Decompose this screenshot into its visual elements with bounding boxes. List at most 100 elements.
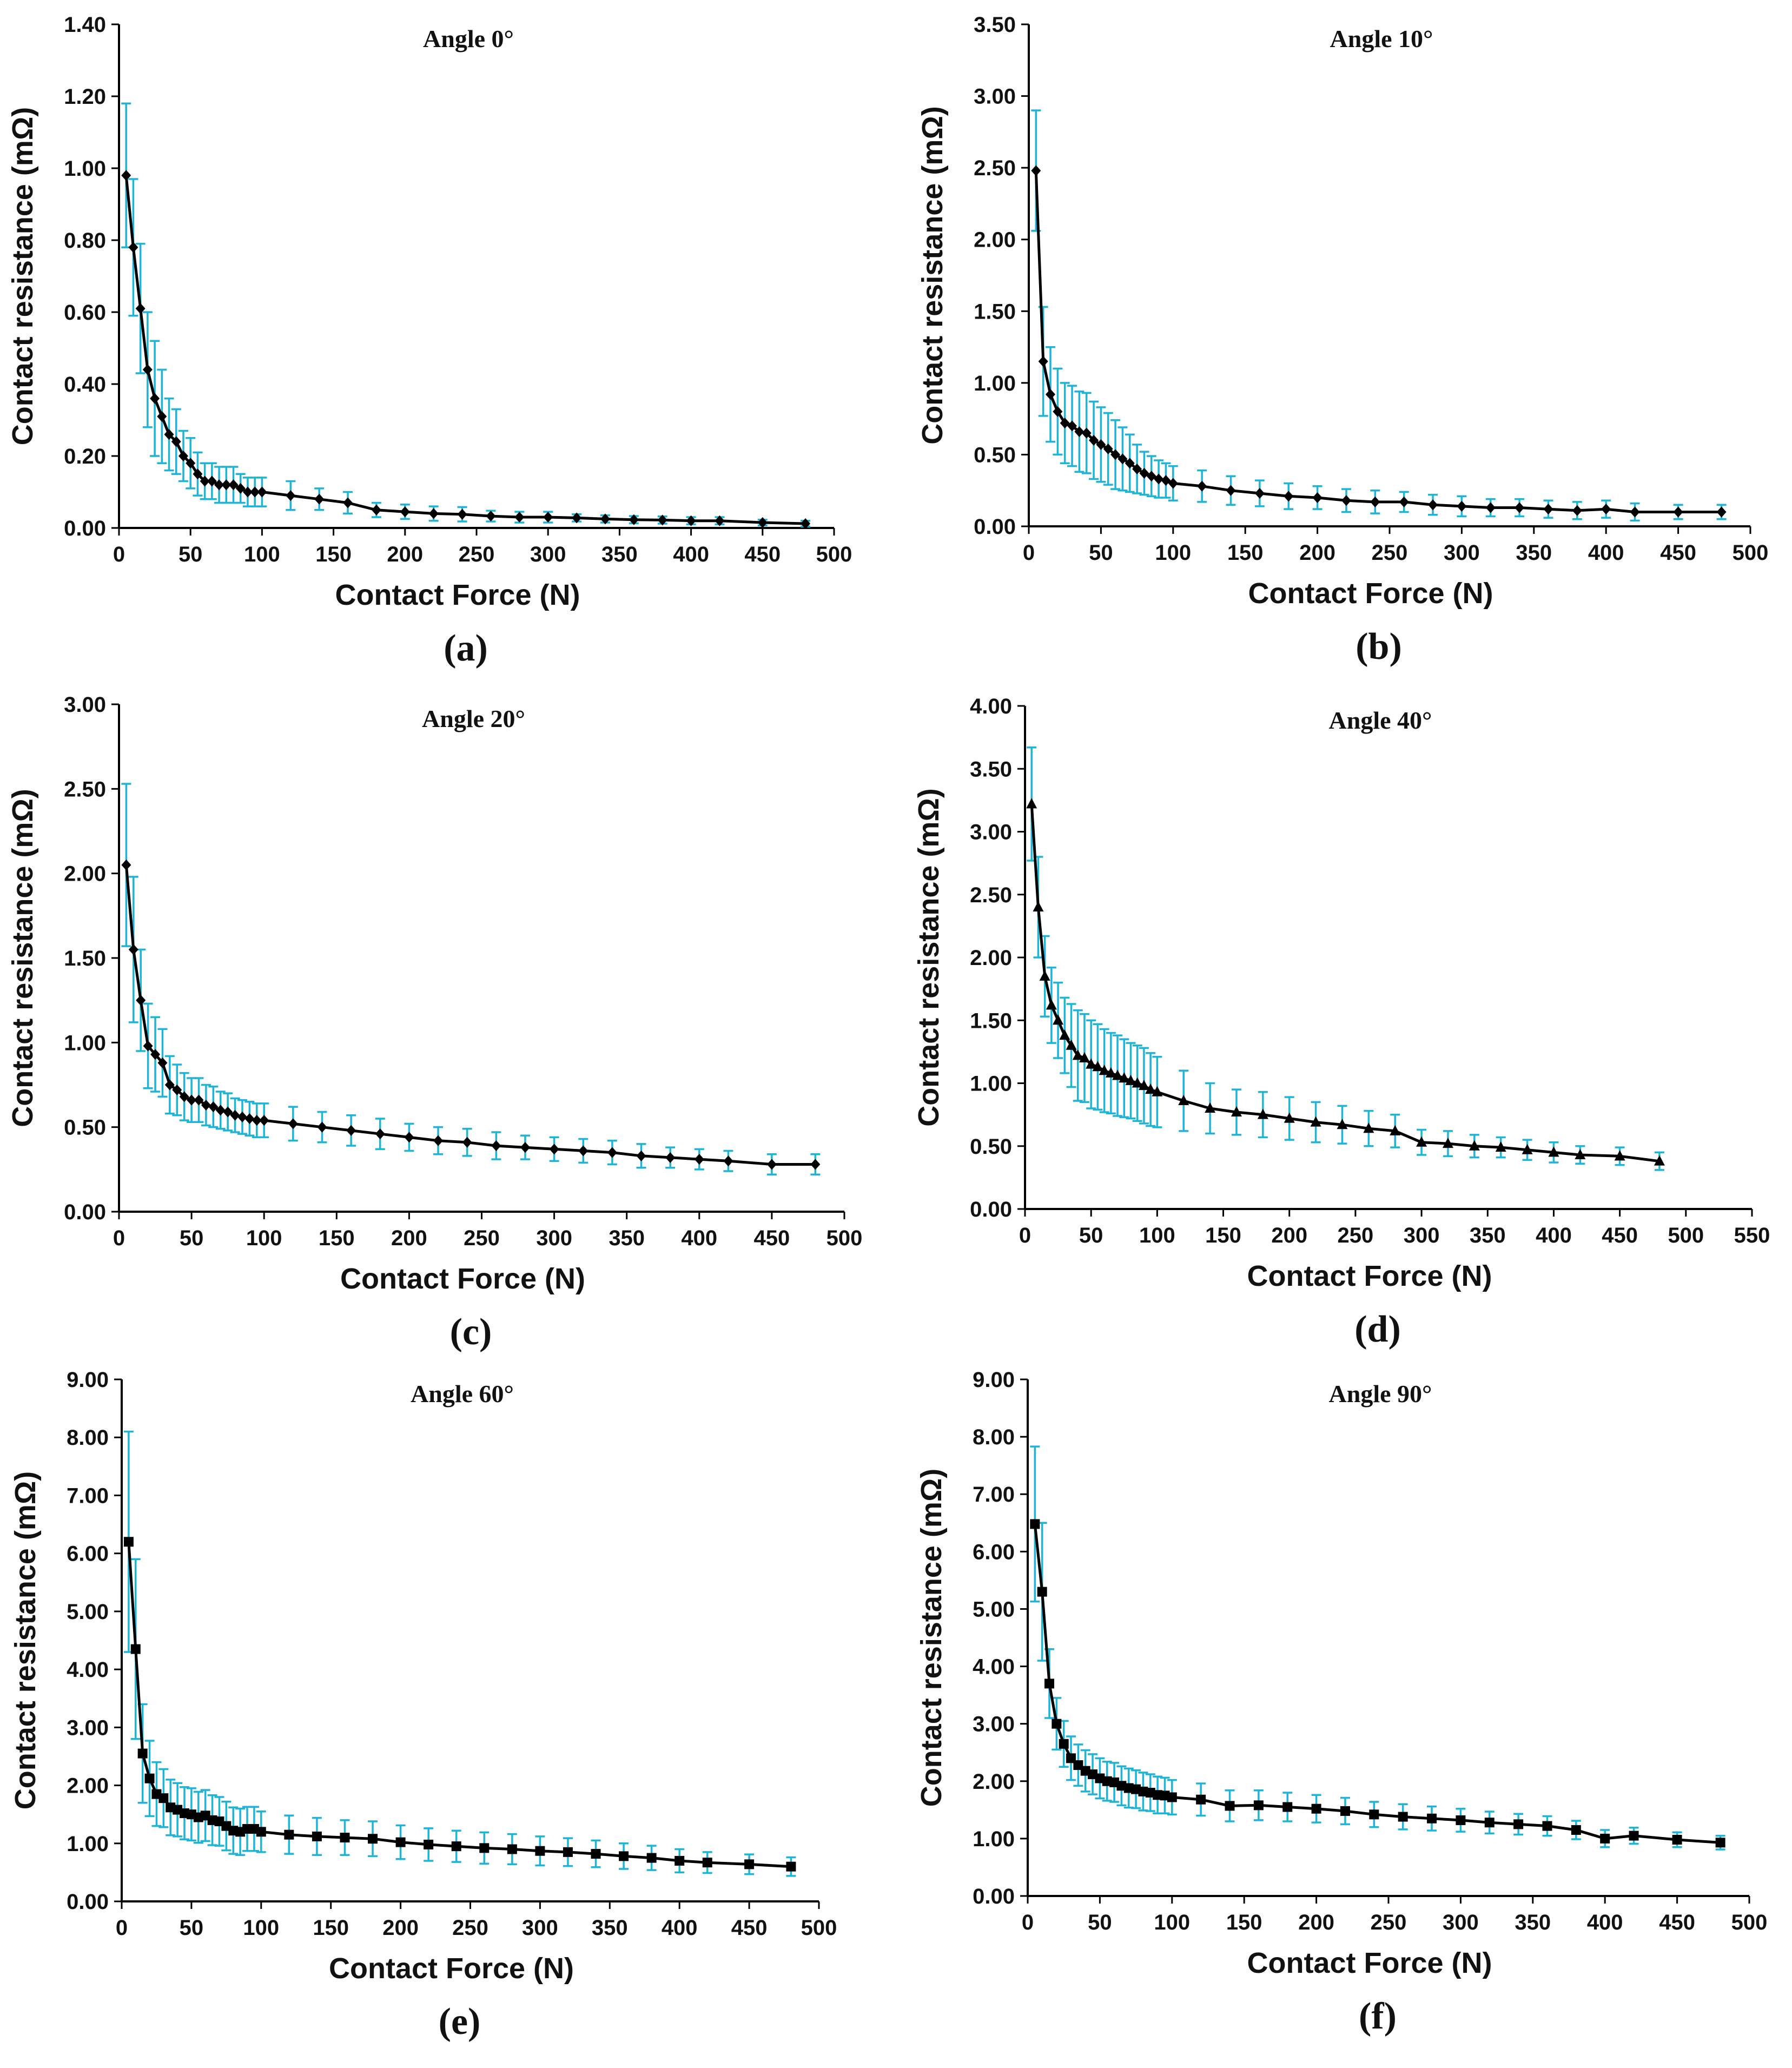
x-axis-label: Contact Force (N): [1248, 577, 1493, 610]
data-point: [228, 479, 239, 491]
y-tick-label: 0.00: [974, 515, 1016, 539]
y-tick-label: 0.50: [970, 1135, 1012, 1159]
panel-label: (a): [444, 627, 488, 669]
y-tick-label: 9.00: [973, 1368, 1015, 1392]
panel-title: Angle 90°: [1329, 1380, 1432, 1408]
data-point: [1168, 478, 1178, 489]
data-point: [1066, 1039, 1077, 1050]
data-point: [1074, 426, 1085, 438]
x-axis-label: Contact Force (N): [335, 579, 580, 611]
paren-open: (: [1355, 626, 1368, 668]
y-tick-label: 0.00: [973, 1885, 1015, 1908]
data-point: [1161, 475, 1171, 486]
x-axis-label: Contact Force (N): [329, 1952, 574, 1985]
series-b: [1031, 109, 1727, 522]
data-point: [158, 1793, 169, 1803]
data-point: [1146, 471, 1156, 482]
data-point: [1427, 1813, 1437, 1823]
panel-letter-text: a: [457, 627, 475, 669]
data-point: [237, 1111, 247, 1122]
series-d: [1026, 746, 1665, 1171]
data-point: [346, 1125, 356, 1136]
data-point: [1052, 1719, 1062, 1729]
data-point: [242, 486, 253, 498]
x-tick-label: 250: [1371, 1911, 1407, 1934]
data-point: [1614, 1150, 1625, 1161]
data-point: [1046, 999, 1057, 1010]
data-point: [244, 1113, 255, 1125]
y-tick-label: 0.60: [64, 301, 106, 325]
data-point: [1513, 1819, 1524, 1829]
data-point: [591, 1849, 601, 1859]
y-tick-label: 1.50: [64, 947, 106, 970]
data-point: [702, 1858, 712, 1868]
y-tick-label: 0.50: [64, 1116, 106, 1140]
y-tick-label: 0.80: [64, 229, 106, 253]
data-point: [1457, 500, 1467, 512]
data-point: [1522, 1144, 1533, 1154]
y-tick-label: 5.00: [67, 1600, 109, 1624]
data-point: [1132, 463, 1142, 474]
x-tick-label: 450: [754, 1226, 790, 1250]
paren-close: ): [468, 2001, 480, 2043]
x-tick-label: 250: [464, 1226, 500, 1250]
data-point: [1039, 970, 1050, 981]
data-point: [221, 479, 232, 491]
data-point: [256, 1827, 266, 1837]
data-point: [1178, 1095, 1189, 1106]
x-tick-label: 500: [816, 543, 852, 566]
data-point: [1103, 443, 1113, 454]
data-point: [135, 303, 146, 314]
series-f: [1030, 1445, 1725, 1851]
data-point: [1284, 491, 1294, 502]
data-point: [1081, 427, 1092, 439]
data-point: [1197, 480, 1207, 492]
data-point: [157, 411, 167, 422]
data-point: [400, 506, 410, 518]
data-point: [1112, 1069, 1123, 1080]
data-point: [1033, 901, 1044, 911]
y-axis-label: Contact resistance (mΩ): [6, 107, 39, 445]
y-axis-label: Contact resistance (mΩ): [9, 1471, 42, 1809]
x-tick-label: 500: [801, 1916, 837, 1940]
data-point: [543, 512, 553, 523]
panel-f: 0.00 1.00 2.00 3.00 4.00 5.00 6.00 7.00 8.00 9.00…: [915, 1368, 1767, 2037]
y-axis-label: Contact resistance (mΩ): [915, 1469, 948, 1807]
data-point: [491, 1140, 501, 1152]
data-point: [1398, 1812, 1408, 1822]
y-tick-label: 7.00: [67, 1484, 109, 1508]
x-tick-label: 450: [731, 1916, 768, 1940]
x-tick-label: 0: [113, 1226, 125, 1250]
paren-open: (: [439, 2001, 451, 2043]
y-tick-label: 5.00: [973, 1597, 1015, 1621]
data-point: [1571, 1825, 1581, 1835]
data-point: [479, 1843, 490, 1853]
x-tick-label: 400: [681, 1226, 717, 1250]
y-tick-label: 0.00: [970, 1198, 1012, 1221]
data-point: [1673, 506, 1683, 518]
data-point: [371, 504, 381, 516]
data-point: [507, 1844, 517, 1854]
y-tick-label: 8.00: [973, 1425, 1015, 1449]
y-tick-label: 1.00: [64, 157, 106, 181]
data-point: [1312, 492, 1322, 503]
data-point: [607, 1147, 617, 1158]
data-point: [123, 1537, 134, 1547]
y-tick-label: 0.00: [64, 517, 106, 540]
data-point: [200, 475, 210, 487]
data-point: [1089, 434, 1099, 446]
y-tick-label: 3.50: [970, 757, 1012, 781]
panel-title: Angle 0°: [423, 25, 514, 52]
panel-label: (c): [450, 1311, 492, 1353]
data-point: [1715, 1838, 1725, 1848]
y-tick-label: 8.00: [67, 1426, 109, 1450]
panel-title: Angle 20°: [422, 705, 525, 732]
data-point: [1145, 1083, 1156, 1094]
series-line: [1033, 1524, 1721, 1844]
data-point: [187, 1094, 197, 1106]
data-point: [252, 1115, 262, 1126]
data-point: [178, 451, 188, 461]
data-point: [150, 393, 160, 404]
data-point: [1282, 1802, 1293, 1812]
x-tick-label: 200: [1298, 1911, 1334, 1934]
